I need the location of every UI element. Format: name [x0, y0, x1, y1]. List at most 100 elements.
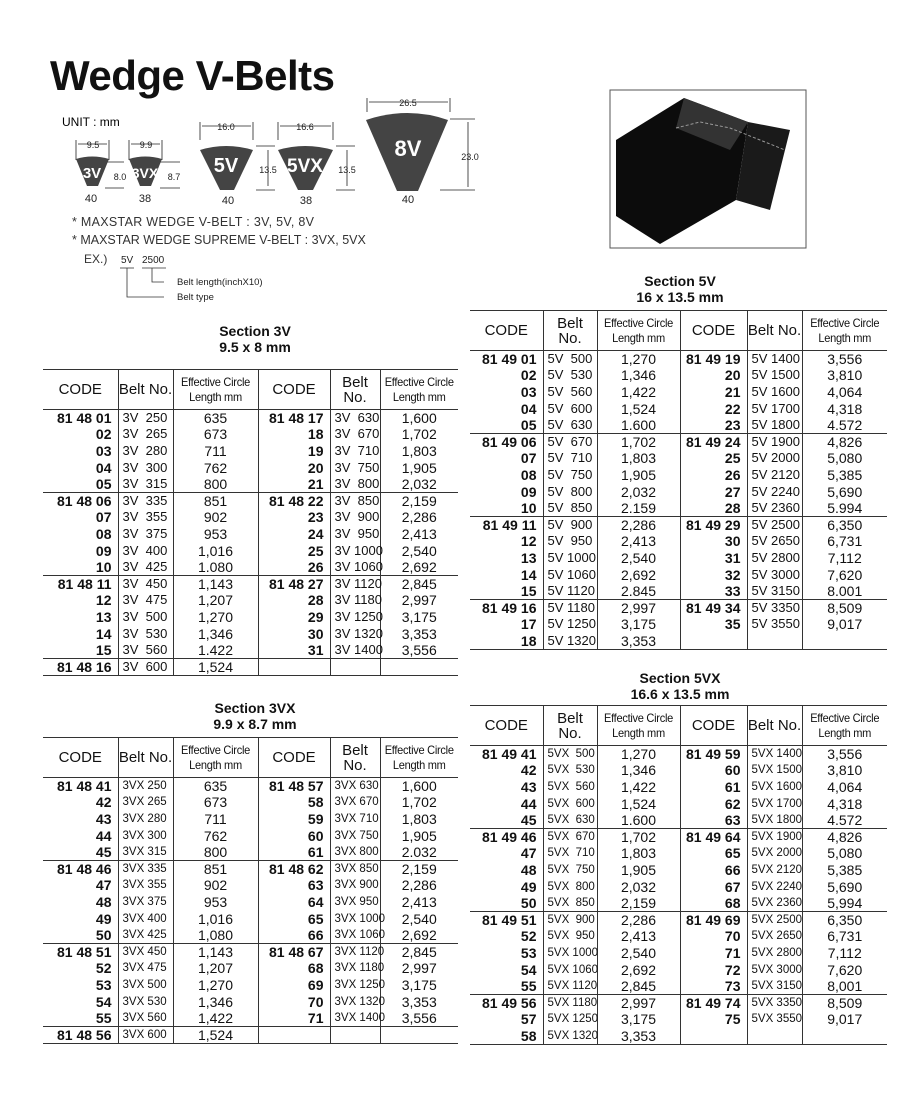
length-cell: 953	[172, 525, 258, 543]
code-cell: 81 49 16	[470, 599, 543, 616]
code-suffix: 07	[520, 450, 537, 467]
belt-no-cell: 3V 265	[117, 426, 173, 443]
belt-no-cell: 3V 900	[329, 509, 380, 526]
code-suffix: 46	[520, 829, 537, 846]
belt-no-cell: 5VX 710	[542, 845, 597, 862]
code-cell: 30	[257, 625, 330, 642]
length-cell: 2,845	[379, 943, 458, 961]
length-cell: 6,731	[801, 928, 887, 945]
belt-no-cell: 3V 375	[117, 525, 173, 543]
length-cell: 2,540	[379, 910, 458, 927]
belt-no-cell: 3V 280	[117, 442, 173, 460]
code-prefix: 81 48	[56, 658, 93, 675]
table-row: 05 3V 315 800 21 3V 800 2,032	[43, 475, 458, 493]
code-cell: 13	[470, 550, 543, 567]
length-cell: 7,112	[801, 549, 887, 567]
length-cell: 1,422	[596, 383, 680, 401]
code-suffix: 58	[307, 794, 324, 811]
header-length-line1: Effective Circle	[384, 374, 454, 389]
length-cell: 635	[172, 777, 258, 795]
code-prefix: 81 48	[56, 943, 93, 960]
code-cell: 53	[470, 945, 543, 962]
code-suffix: 48	[95, 893, 112, 910]
belt-no-cell: 5V 1000	[542, 549, 597, 567]
row-group: 81 49 11 5V 900 2,286 81 49 29 5V 2500 6,350 1…	[470, 516, 887, 600]
belt-no-cell: 3VX 300	[117, 827, 173, 844]
length-cell: 1,346	[596, 762, 680, 779]
code-cell: 81 49 41	[470, 746, 543, 763]
code-prefix: 81 49	[685, 746, 722, 763]
code-cell: 60	[257, 827, 330, 844]
code-suffix: 63	[307, 877, 324, 894]
belt-no-cell: 5VX 1600	[746, 778, 802, 796]
table-row: 81 49 06 5V 670 1,702 81 49 24 5V 1900 4,826	[470, 433, 887, 451]
code-prefix: 81 49	[481, 911, 518, 928]
length-cell: 2,159	[379, 860, 458, 878]
code-suffix: 51	[520, 911, 537, 928]
code-cell: 33	[679, 582, 747, 600]
code-prefix: 81 48	[268, 493, 305, 510]
5vx-angle: 38	[300, 195, 312, 207]
belt-no-cell: 5VX 2650	[746, 928, 802, 945]
length-cell: 3,353	[379, 625, 458, 642]
table-row: 57 5VX 1250 3,175 75 5VX 3550 9,017	[470, 1011, 887, 1028]
length-cell: 1,524	[596, 400, 680, 417]
section-dimensions: 16.6 x 13.5 mm	[630, 686, 730, 702]
header-code: CODE	[484, 717, 528, 734]
3v-angle: 40	[85, 193, 97, 205]
table-row: 45 3VX 315 800 61 3VX 800 2.032	[43, 843, 458, 861]
length-cell: 2,413	[379, 893, 458, 911]
code-cell: 42	[470, 762, 543, 779]
code-suffix: 20	[724, 367, 741, 384]
belt-no-cell: 3VX 400	[117, 910, 173, 927]
length-cell: 5,690	[801, 483, 887, 500]
table-row: 43 3VX 280 711 59 3VX 710 1,803	[43, 810, 458, 828]
header-length-line2: Length mm	[189, 389, 242, 404]
code-suffix: 50	[520, 894, 537, 911]
length-cell: 1,702	[596, 828, 680, 846]
header-length-line2: Length mm	[392, 757, 446, 772]
length-cell: 2,413	[379, 525, 458, 543]
header-code: CODE	[484, 322, 528, 339]
code-suffix: 61	[724, 778, 741, 795]
table-row: 03 3V 280 711 19 3V 710 1,803	[43, 442, 458, 460]
length-cell: 3,175	[596, 1011, 680, 1028]
code-suffix: 15	[95, 641, 112, 658]
length-cell: 4,826	[801, 433, 887, 451]
code-cell: 31	[257, 641, 330, 659]
length-cell: 2,540	[379, 542, 458, 559]
code-suffix: 65	[307, 910, 324, 927]
length-cell: 1,143	[172, 575, 258, 593]
code-cell: 50	[43, 927, 118, 944]
length-cell: 6,350	[801, 911, 887, 929]
code-suffix: 65	[724, 845, 741, 862]
table-header: CODE Belt No. Effective Circle Length mm COD…	[43, 737, 458, 778]
belt-no-cell: 3V 670	[329, 426, 380, 443]
belt-no-cell: 5V 630	[542, 416, 597, 434]
belt-no-cell: 3VX 850	[329, 860, 380, 878]
belt-no-cell: 5V 670	[542, 433, 597, 451]
belt-no-cell: 5V 1180	[542, 599, 597, 616]
length-cell: 1,270	[172, 608, 258, 626]
table-row: 44 3VX 300 762 60 3VX 750 1,905	[43, 827, 458, 844]
code-suffix: 54	[95, 993, 112, 1010]
length-cell: 953	[172, 893, 258, 911]
table-row: 50 5VX 850 2,159 68 5VX 2360 5,994	[470, 894, 887, 912]
code-suffix: 56	[520, 994, 537, 1011]
code-suffix: 30	[307, 625, 324, 642]
belt-no-cell: 5VX 530	[542, 762, 597, 779]
length-cell: 2,692	[596, 566, 680, 583]
section-title: Section 3VX	[214, 700, 296, 716]
belt-no-cell: 5VX 1250	[542, 1011, 598, 1028]
length-cell: 2,159	[379, 492, 458, 510]
code-prefix: 81 48	[57, 575, 93, 592]
code-cell: 29	[257, 608, 330, 626]
table-row: 81 49 41 5VX 500 1,270 81 49 59 5VX 1400 3,55…	[470, 745, 887, 763]
table-row: 09 3V 400 1,016 25 3V 1000 2,540	[43, 542, 458, 559]
table-row: 43 5VX 560 1,422 61 5VX 1600 4,064	[470, 778, 887, 796]
length-cell: 8,509	[801, 994, 887, 1011]
header-length-line2: Length mm	[818, 330, 872, 345]
table-row: 52 3VX 475 1,207 68 3VX 1180 2,997	[43, 960, 458, 977]
code-cell: 81 49 69	[679, 911, 747, 929]
length-cell: 5,385	[801, 861, 887, 879]
